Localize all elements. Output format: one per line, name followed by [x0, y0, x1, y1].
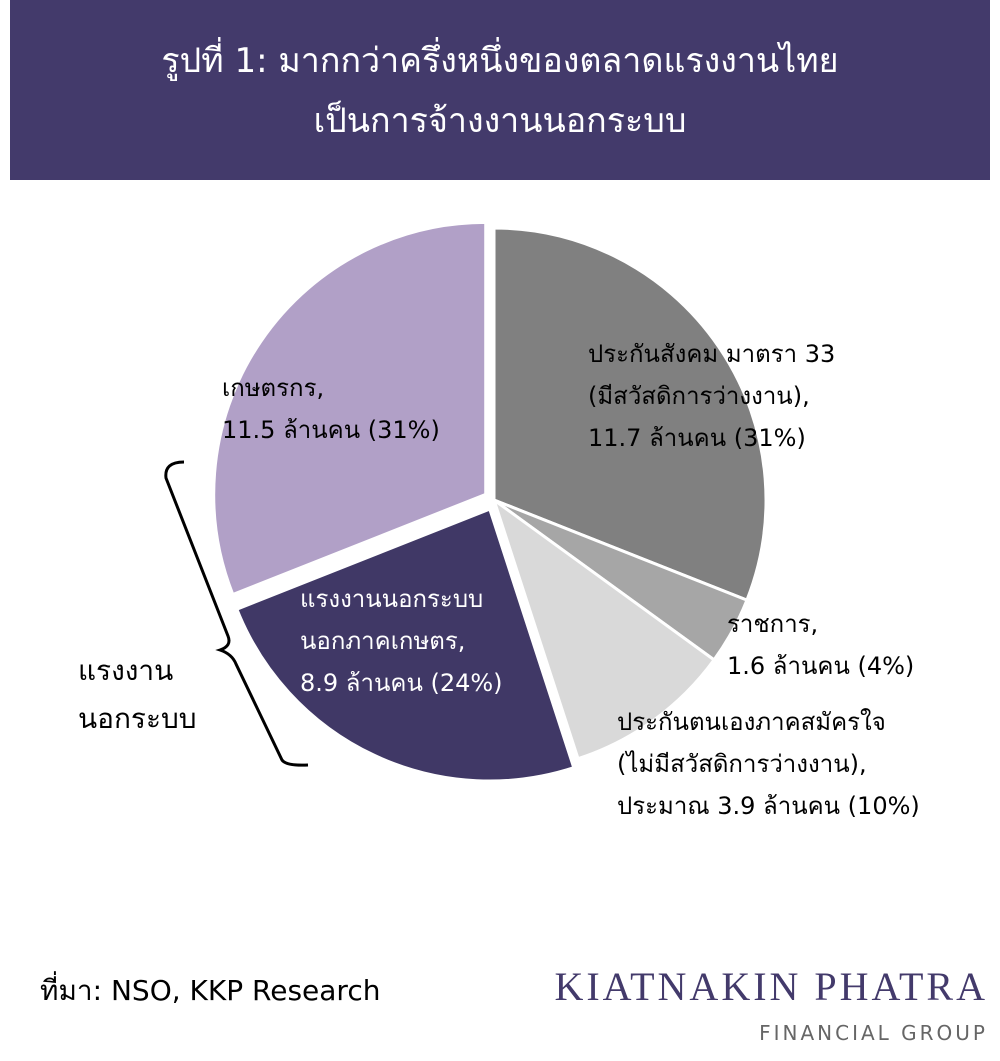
pie-slice [492, 226, 768, 603]
slice-label: ประกันตนเองภาคสมัครใจ [617, 708, 886, 736]
bracket [164, 460, 309, 767]
slice-label: 11.5 ล้านคน (31%) [222, 416, 440, 444]
slice-label: นอกภาคเกษตร, [300, 627, 465, 655]
bracket-label: นอกระบบ [78, 702, 197, 735]
chart-title: รูปที่ 1: มากกว่าครึ่งหนึ่งของตลาดแรงงาน… [161, 37, 838, 81]
slice-label: แรงงานนอกระบบ [300, 585, 483, 613]
slice-label: ประมาณ 3.9 ล้านคน (10%) [617, 792, 920, 820]
pie-slice [234, 507, 576, 783]
slice-label: (ไม่มีสวัสดิการว่างงาน), [617, 750, 867, 778]
slice-label: ราชการ, [727, 610, 818, 638]
logo-subtitle: FINANCIAL GROUP [759, 1021, 988, 1045]
slice-label: ประกันสังคม มาตรา 33 [588, 340, 835, 368]
slice-label: เกษตรกร, [222, 374, 324, 402]
pie-slice [212, 220, 488, 597]
pie [212, 220, 768, 783]
slice-label: 8.9 ล้านคน (24%) [300, 669, 503, 697]
source: ที่มา: NSO, KKP Research [40, 971, 380, 1007]
title-banner [10, 0, 990, 180]
bracket-label: แรงงาน [78, 654, 173, 687]
slice-label: 1.6 ล้านคน (4%) [727, 652, 914, 680]
logo: KIATNAKIN PHATRA [554, 964, 988, 1009]
slice-label: (มีสวัสดิการว่างงาน), [588, 382, 810, 410]
pie-slice [491, 496, 717, 761]
chart-title: เป็นการจ้างงานนอกระบบ [314, 100, 687, 141]
slice-label: 11.7 ล้านคน (31%) [588, 424, 806, 452]
